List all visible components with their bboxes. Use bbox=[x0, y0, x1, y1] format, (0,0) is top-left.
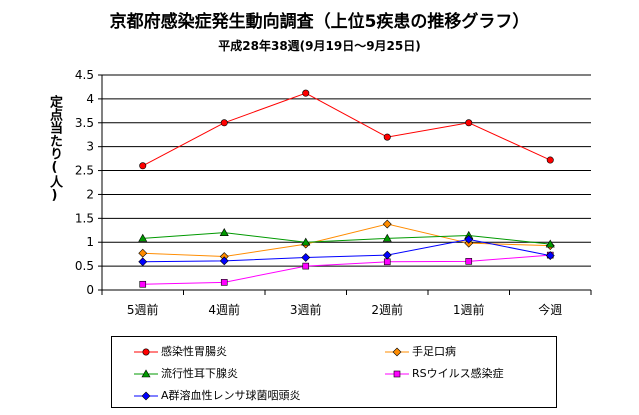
series-lines bbox=[138, 89, 555, 288]
data-point bbox=[219, 228, 229, 236]
series-line bbox=[142, 238, 551, 263]
y-tick-label: 2 bbox=[86, 187, 94, 201]
legend-item: 手足口病 bbox=[385, 345, 456, 359]
data-point bbox=[220, 279, 228, 286]
legend-item: A群溶血性レンサ球菌咽頭炎 bbox=[134, 389, 301, 403]
y-tick-label: 0 bbox=[86, 283, 94, 297]
legend-swatch bbox=[134, 391, 158, 401]
axes bbox=[98, 74, 592, 295]
x-tick-label: 1週前 bbox=[453, 302, 485, 317]
legend: 感染性胃腸炎 手足口病流行性耳下腺炎 RSウイルス感染症 A群溶血性レンサ球菌咽頭炎 bbox=[111, 336, 557, 408]
legend-label: RSウイルス感染症 bbox=[412, 367, 504, 380]
series-4 bbox=[138, 234, 555, 267]
series-3 bbox=[139, 251, 554, 288]
data-point bbox=[301, 237, 311, 246]
legend-swatch bbox=[385, 347, 409, 357]
legend-swatch bbox=[385, 370, 409, 378]
chart-subtitle: 平成28年38週(9月19日～9月25日) bbox=[218, 39, 421, 53]
legend-marker bbox=[142, 348, 150, 356]
data-point bbox=[302, 262, 310, 270]
data-point bbox=[465, 119, 473, 127]
y-tick-label: 0.5 bbox=[75, 259, 94, 273]
x-tick-label: 5週前 bbox=[127, 302, 159, 317]
data-point bbox=[465, 258, 473, 265]
legend-label: 手足口病 bbox=[412, 345, 456, 358]
data-point bbox=[139, 280, 147, 288]
y-tick-label: 3 bbox=[86, 140, 94, 154]
legend-swatch bbox=[134, 369, 158, 378]
data-point bbox=[219, 256, 229, 266]
legend-label: A群溶血性レンサ球菌咽頭炎 bbox=[161, 389, 301, 402]
data-point bbox=[382, 233, 392, 242]
data-point bbox=[301, 253, 311, 262]
y-tick-label: 4.5 bbox=[75, 68, 94, 82]
y-tick-label: 4 bbox=[86, 92, 94, 106]
series-2 bbox=[138, 228, 555, 248]
legend-marker bbox=[141, 369, 151, 378]
data-point bbox=[545, 251, 555, 261]
legend-item: 流行性耳下腺炎 bbox=[134, 367, 238, 381]
data-point bbox=[220, 119, 228, 127]
chart-title: 京都府感染症発生動向調査（上位5疾患の推移グラフ） bbox=[109, 12, 530, 32]
legend-marker bbox=[141, 391, 151, 401]
legend-marker bbox=[392, 347, 402, 357]
data-point bbox=[545, 239, 555, 248]
data-point bbox=[383, 133, 391, 141]
x-tick-labels: 5週前 4週前 3週前 2週前 1週前 今週 bbox=[127, 302, 562, 317]
series-line bbox=[142, 254, 551, 285]
series-0 bbox=[139, 89, 554, 170]
grid-lines bbox=[102, 74, 591, 267]
data-point bbox=[302, 89, 310, 97]
data-point bbox=[139, 162, 147, 170]
legend-swatch bbox=[134, 348, 158, 356]
legend-item: 感染性胃腸炎 bbox=[134, 345, 227, 359]
series-line bbox=[142, 92, 551, 167]
legend-item: RSウイルス感染症 bbox=[385, 367, 504, 381]
y-tick-labels: 0 0.5 1 1.5 2 2.5 3 3.5 4 4.5 bbox=[75, 68, 94, 297]
series-line bbox=[142, 232, 551, 245]
data-point bbox=[383, 258, 391, 266]
series-line bbox=[142, 223, 551, 258]
y-tick-label: 1 bbox=[86, 235, 94, 249]
legend-label: 流行性耳下腺炎 bbox=[161, 367, 238, 380]
data-point bbox=[546, 156, 554, 164]
data-point bbox=[138, 248, 148, 258]
y-axis-label: 定点当たり(人) bbox=[47, 95, 62, 203]
data-point bbox=[138, 233, 148, 242]
x-tick-label: 2週前 bbox=[371, 302, 403, 317]
data-point bbox=[138, 257, 148, 267]
data-point bbox=[382, 250, 392, 260]
x-tick-label: 3週前 bbox=[290, 302, 322, 317]
y-tick-label: 1.5 bbox=[75, 211, 94, 225]
x-tick-label: 今週 bbox=[538, 302, 562, 317]
y-tick-label: 3.5 bbox=[75, 116, 94, 130]
y-tick-label: 2.5 bbox=[75, 164, 94, 178]
data-point bbox=[382, 219, 392, 229]
data-point bbox=[464, 234, 474, 244]
legend-label: 感染性胃腸炎 bbox=[161, 345, 227, 358]
legend-marker bbox=[393, 370, 401, 378]
x-tick-label: 4週前 bbox=[208, 302, 240, 317]
